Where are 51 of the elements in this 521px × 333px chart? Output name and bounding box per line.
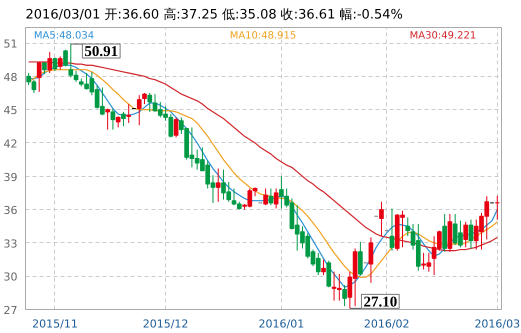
candlestick xyxy=(379,201,384,237)
text: MA5:48.034 xyxy=(34,30,94,42)
y-tick-label: 33 xyxy=(4,237,18,250)
candlestick xyxy=(58,56,63,70)
y-tick-label: 51 xyxy=(4,38,18,51)
candlestick xyxy=(358,241,363,276)
y-tick-label: 48 xyxy=(4,70,18,84)
candlestick xyxy=(326,260,332,288)
x-tick-label: 2015/11 xyxy=(32,318,78,330)
chart-title: 2016/03/01 开:36.60 高:37.25 低:35.08 收:36.61 幅:-0.54% xyxy=(26,6,403,22)
candlestick xyxy=(390,208,394,252)
annotation: 50.91 xyxy=(84,44,118,60)
candlestick xyxy=(105,108,110,130)
candlestick xyxy=(126,104,132,124)
candlestick xyxy=(63,49,68,67)
x-tick-label: 2016/01 xyxy=(258,318,304,330)
candlestick xyxy=(463,221,468,248)
candlestick xyxy=(405,216,410,237)
candlestick xyxy=(174,116,178,138)
candlestick xyxy=(136,94,142,126)
y-tick-label: 45 xyxy=(4,104,18,118)
x-tick-label: 2015/12 xyxy=(142,318,188,330)
y-tick-label: 30 xyxy=(4,270,18,284)
y-tick-label: 27 xyxy=(4,304,18,317)
candlestick xyxy=(121,111,126,127)
candlestick xyxy=(468,219,474,249)
candlestick xyxy=(216,168,221,202)
candlestick xyxy=(263,188,268,206)
candlestick xyxy=(342,284,347,307)
candlestick xyxy=(321,259,326,276)
candlestick xyxy=(116,116,121,128)
annotation: 27.10 xyxy=(363,294,398,310)
candlestick xyxy=(274,188,278,209)
y-tick-label: 42 xyxy=(4,137,18,150)
candlestick xyxy=(47,51,52,74)
candlestick xyxy=(268,188,274,206)
candlestick xyxy=(52,56,58,72)
y-tick-label: 36 xyxy=(4,204,18,218)
candlestick xyxy=(36,61,42,92)
candlestick xyxy=(142,92,147,105)
candlestick xyxy=(147,92,152,112)
text: MA30:49.221 xyxy=(410,30,476,42)
text: MA10:48.915 xyxy=(230,30,296,42)
candlestick xyxy=(368,236,374,284)
candlestick xyxy=(110,108,116,130)
y-tick-label: 39 xyxy=(4,170,18,184)
candlestick xyxy=(494,195,500,220)
candlestick xyxy=(442,214,447,252)
candlestick xyxy=(42,61,47,75)
x-tick-label: 2016/03 xyxy=(474,318,520,330)
x-tick-label: 2016/02 xyxy=(364,318,410,330)
